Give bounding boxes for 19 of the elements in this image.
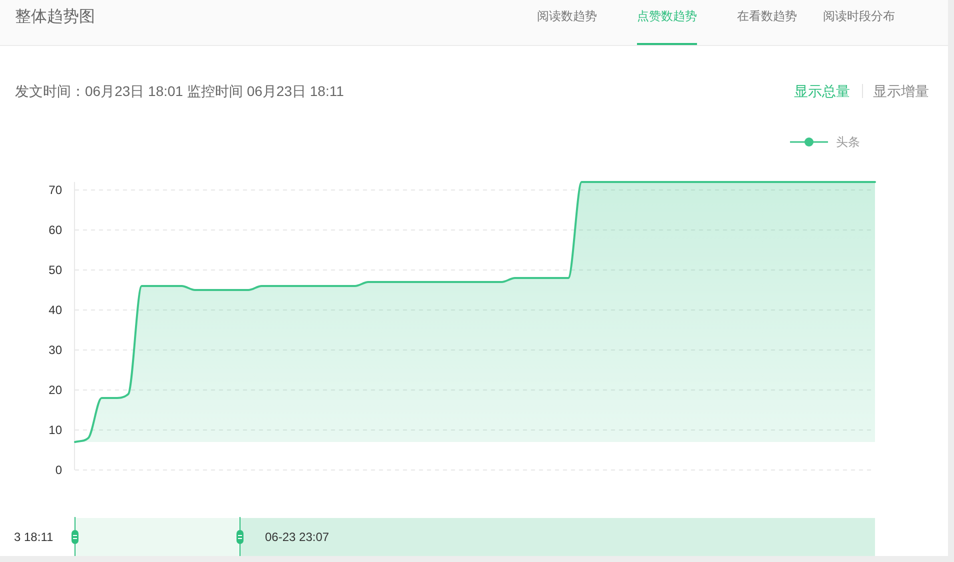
y-tick-label: 0 xyxy=(55,463,62,477)
y-tick-label: 30 xyxy=(48,343,62,357)
toggle-label: 显示总量 xyxy=(794,83,850,99)
subtitle: 发文时间：06月23日 18:01 监控时间 06月23日 18:11 xyxy=(15,83,344,99)
y-tick-label: 20 xyxy=(48,383,62,397)
y-tick-label: 40 xyxy=(48,303,62,317)
y-tick-label: 50 xyxy=(48,263,62,277)
legend-label: 头条 xyxy=(836,135,860,149)
zoom-start-label: 3 18:11 xyxy=(14,530,54,544)
tab-label: 点赞数趋势 xyxy=(637,9,697,23)
y-tick-label: 60 xyxy=(48,223,62,237)
tab-label: 阅读数趋势 xyxy=(537,9,597,23)
y-tick-label: 10 xyxy=(48,423,62,437)
zoom-end-label: 06-23 23:07 xyxy=(265,530,330,544)
tab-label: 在看数趋势 xyxy=(737,9,797,23)
y-tick-label: 70 xyxy=(48,183,62,197)
tab-label: 阅读时段分布 xyxy=(823,9,895,23)
toggle-label: 显示增量 xyxy=(873,83,929,99)
title: 整体趋势图 xyxy=(15,8,95,26)
